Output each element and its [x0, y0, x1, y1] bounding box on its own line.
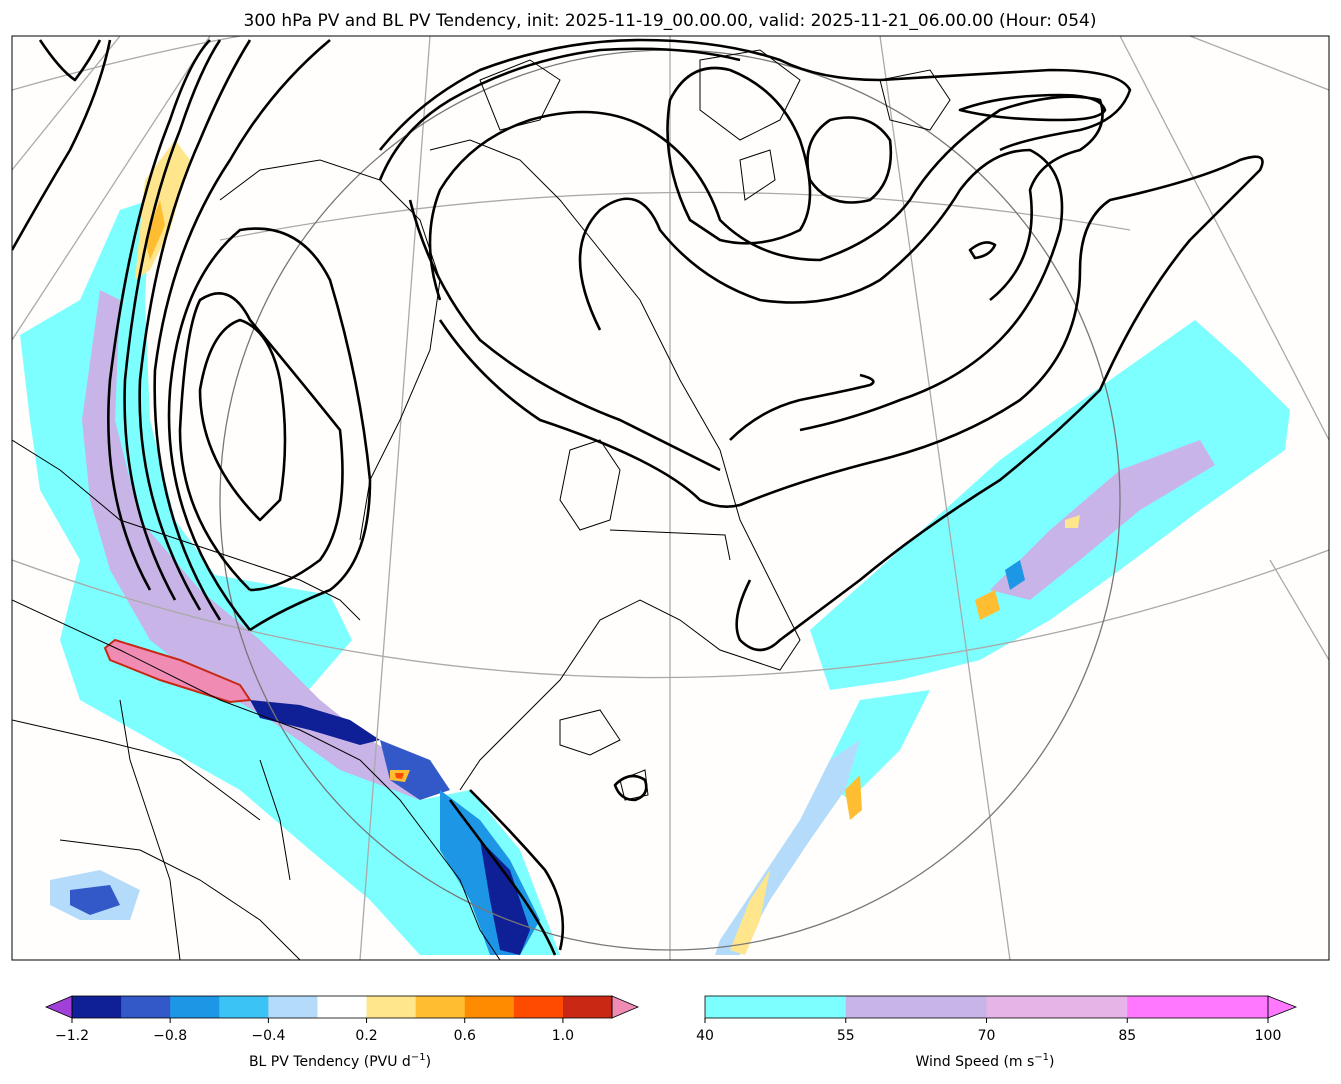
colorbar-tick-label: 55 [837, 1028, 855, 1044]
colorbar-segment [268, 996, 318, 1018]
colorbar-tick-label: −0.4 [251, 1028, 285, 1044]
wind-speed-colorbar-label: Wind Speed (m s−1) [915, 1052, 1054, 1070]
colorbar-tick-label: 1.0 [552, 1028, 574, 1044]
colorbar-segment [170, 996, 220, 1018]
pv-tendency-color-segments [44, 995, 640, 1019]
graticule [12, 36, 1329, 960]
colorbar-tick-label: 40 [696, 1028, 714, 1044]
colorbar-segment [464, 996, 515, 1018]
wind-speed-color-segments [704, 995, 1298, 1019]
colorbar-wind-speed: 40 55 70 85 100 Wind Speed (m s−1) [696, 995, 1298, 1070]
colorbar-segment [415, 996, 466, 1018]
colorbar-tick-label: 85 [1118, 1028, 1136, 1044]
colorbar-over-extension [1267, 995, 1298, 1019]
colorbar-segment [72, 996, 122, 1018]
colorbar-tick-label: 70 [978, 1028, 996, 1044]
colorbar-segment [366, 996, 417, 1018]
colorbar-segment [705, 996, 847, 1018]
wind-core-east [990, 440, 1215, 600]
pv-tendency-colorbar-label: BL PV Tendency (PVU d−1) [249, 1052, 431, 1070]
wind-jet-east [810, 320, 1290, 690]
colorbar-tick-label: 100 [1255, 1028, 1282, 1044]
colorbar-segment [317, 996, 368, 1018]
colorbar-pv-tendency: −1.2 −0.8 −0.4 0.2 0.6 1.0 BL PV Tendency (PV… [44, 995, 640, 1070]
chart-title: 300 hPa PV and BL PV Tendency, init: 202… [244, 11, 1097, 31]
colorbar-segment [562, 996, 613, 1018]
colorbar-segment [513, 996, 564, 1018]
colorbar-tick-label: 0.6 [454, 1028, 476, 1044]
wind-speed-ticks: 40 55 70 85 100 [696, 1018, 1281, 1044]
pv-tendency-fill [50, 140, 1080, 955]
colorbar-segment [1127, 996, 1269, 1018]
colorbar-tick-label: −0.8 [153, 1028, 187, 1044]
colorbar-over-extension [611, 995, 640, 1019]
colorbar-under-extension [44, 995, 73, 1019]
map-frame [11, 35, 1330, 961]
colorbar-segment [121, 996, 171, 1018]
pv-tendency-ticks: −1.2 −0.8 −0.4 0.2 0.6 1.0 [55, 1018, 574, 1044]
colorbar-tick-label: 0.2 [355, 1028, 377, 1044]
colorbar-segment [845, 996, 987, 1018]
wind-core-west [82, 290, 440, 800]
map-panel [11, 35, 1330, 961]
pv-300hpa-contours [12, 38, 1264, 956]
colorbar-segment [986, 996, 1128, 1018]
colorbar-segment [219, 996, 269, 1018]
colorbar-tick-label: −1.2 [55, 1028, 89, 1044]
colorbar-outline [71, 995, 613, 1019]
